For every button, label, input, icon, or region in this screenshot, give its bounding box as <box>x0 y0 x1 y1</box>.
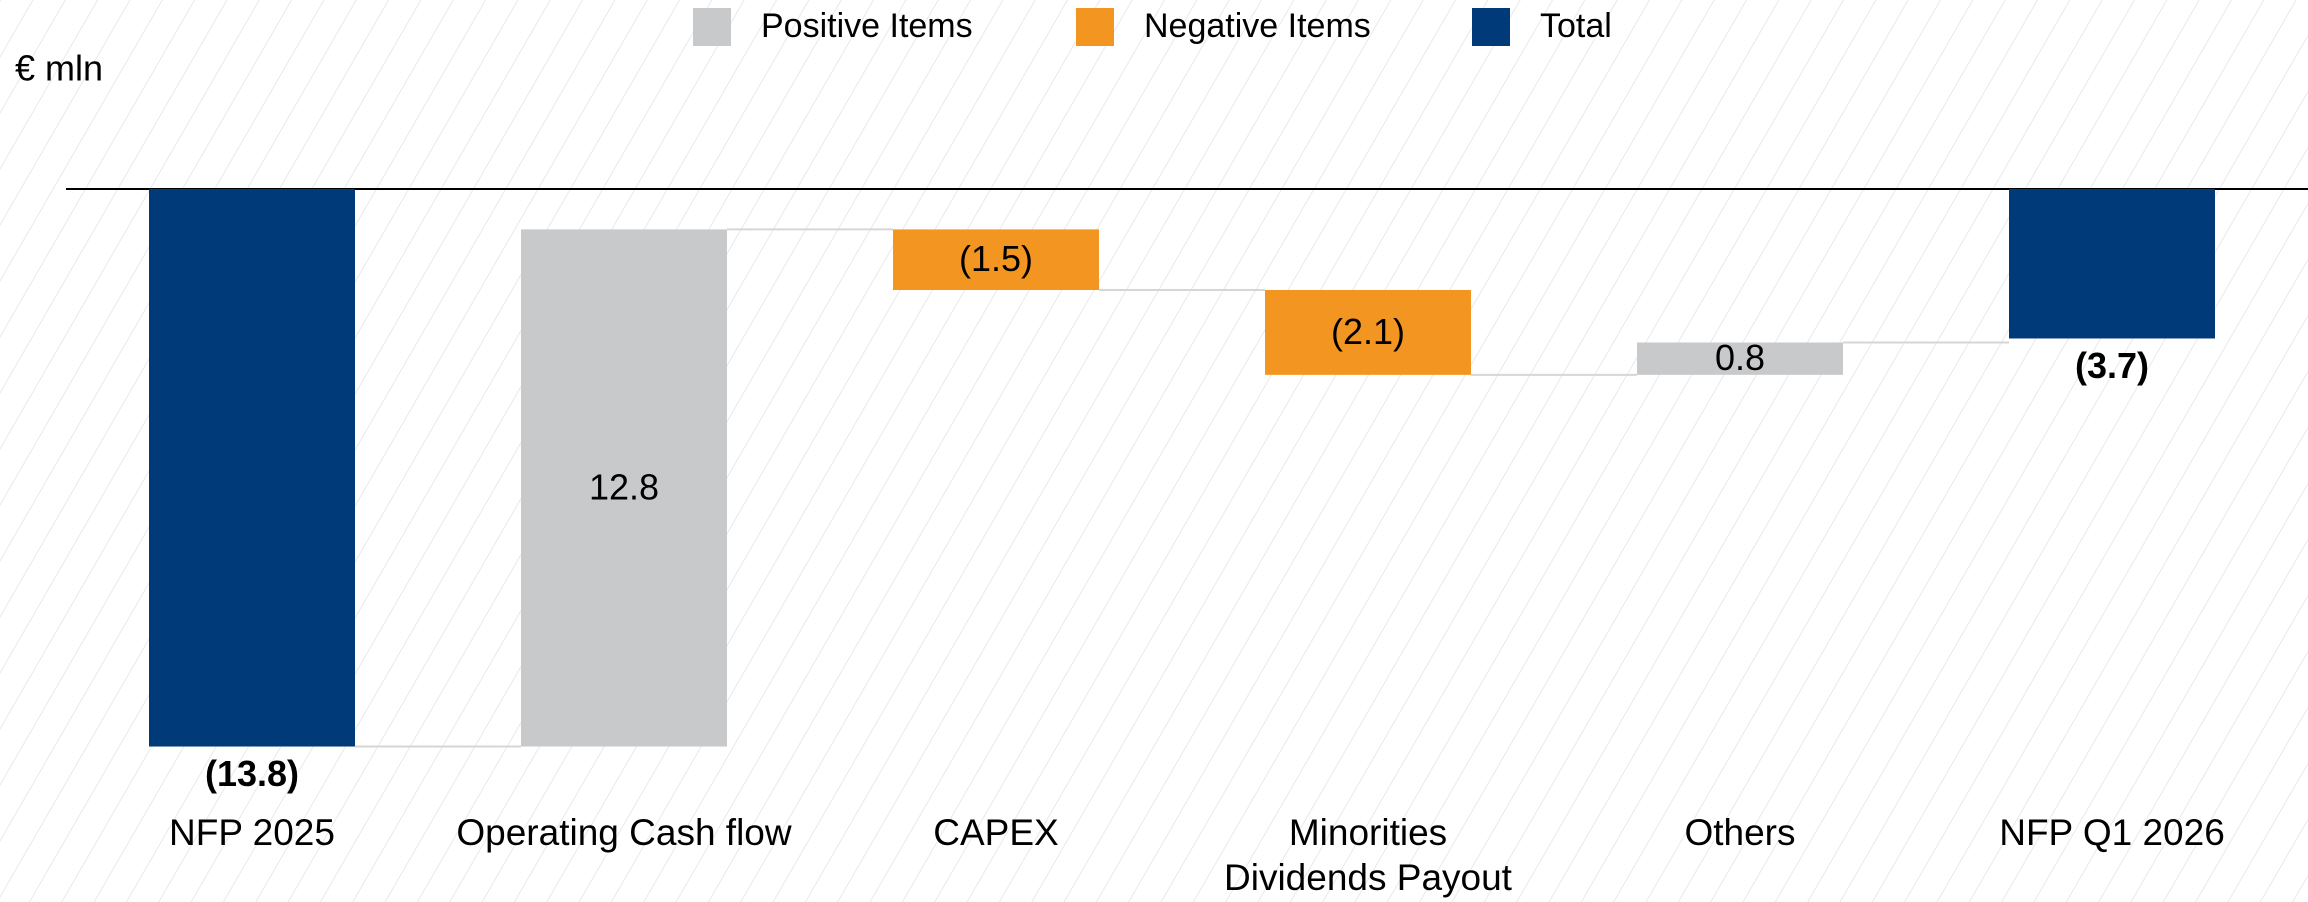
value-label: (2.1) <box>1331 311 1405 352</box>
unit-label: € mln <box>15 48 103 89</box>
category-label: NFP 2025 <box>169 812 335 853</box>
legend-swatch <box>1472 8 1510 46</box>
value-label: 12.8 <box>589 466 659 507</box>
category-label-line: Dividends Payout <box>1224 857 1513 898</box>
value-label: 0.8 <box>1715 337 1765 378</box>
bar <box>1637 342 1843 375</box>
category-label: NFP Q1 2026 <box>1999 812 2225 853</box>
bar <box>893 229 1099 290</box>
legend-swatch <box>1076 8 1114 46</box>
category-label: CAPEX <box>933 812 1058 853</box>
legend-swatch <box>693 8 731 46</box>
bar <box>149 189 355 747</box>
legend-label: Negative Items <box>1144 7 1371 45</box>
category-label-line: Minorities <box>1289 812 1447 853</box>
category-label: Operating Cash flow <box>456 812 792 853</box>
bar <box>2009 189 2215 339</box>
value-label: (3.7) <box>2075 345 2149 386</box>
bar <box>1265 290 1471 375</box>
category-label: Others <box>1684 812 1795 853</box>
value-label: (1.5) <box>959 238 1033 279</box>
bar <box>521 229 727 747</box>
legend-label: Total <box>1540 7 1612 45</box>
value-label: (13.8) <box>205 753 299 794</box>
legend-label: Positive Items <box>761 7 973 45</box>
category-label: Minorities Dividends Payout <box>1224 812 1513 898</box>
